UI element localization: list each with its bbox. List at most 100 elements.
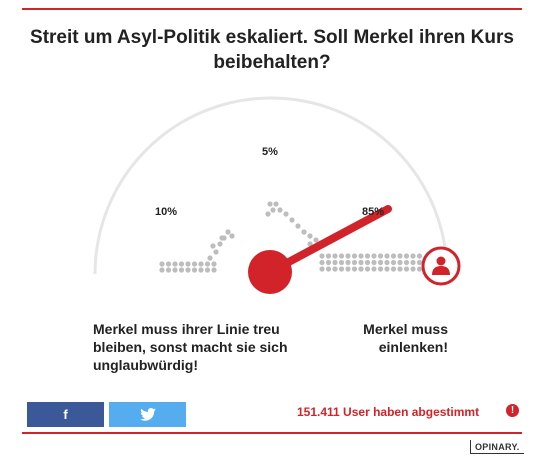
option-left-label[interactable]: Merkel muss ihrer Linie treu bleiben, so… — [93, 321, 288, 373]
vote-dot — [204, 267, 211, 273]
vote-dot — [390, 259, 397, 266]
gauge-hub[interactable] — [248, 250, 292, 294]
vote-dot — [319, 259, 325, 266]
vote-dot — [325, 259, 332, 266]
vote-dot — [210, 243, 216, 249]
info-icon[interactable]: ! — [506, 404, 519, 417]
vote-dot — [358, 266, 364, 272]
vote-dot — [211, 261, 217, 267]
vote-dot — [384, 259, 390, 266]
vote-dot — [371, 253, 377, 259]
user-icon — [432, 256, 450, 275]
vote-dot — [403, 266, 410, 272]
vote-dot — [377, 253, 384, 259]
vote-dot — [307, 241, 313, 247]
vote-count: 151.411 User haben abgestimmt — [297, 405, 480, 419]
vote-dot — [319, 253, 325, 259]
vote-dot — [332, 253, 338, 259]
result-5-label: 5% — [262, 146, 278, 158]
vote-dot — [410, 253, 416, 259]
vote-dot — [295, 223, 301, 229]
vote-dot — [332, 266, 338, 272]
vote-dot — [364, 266, 371, 272]
vote-dot — [267, 201, 273, 207]
vote-dot — [345, 266, 351, 272]
vote-dot — [390, 253, 397, 259]
vote-dot — [178, 267, 185, 273]
vote-dot — [217, 241, 223, 247]
vote-dot — [416, 259, 423, 266]
twitter-share-button[interactable] — [109, 402, 186, 427]
vote-dot — [159, 261, 165, 267]
vote-dot — [319, 266, 325, 272]
vote-dot — [185, 267, 191, 273]
vote-dot — [325, 266, 332, 272]
vote-dot — [191, 267, 198, 273]
vote-dot — [410, 266, 416, 272]
gauge-arc — [93, 96, 449, 275]
vote-dot — [307, 233, 313, 239]
opinary-logo: OPINARY. — [470, 440, 524, 454]
vote-dot — [377, 259, 384, 266]
facebook-icon: f — [63, 407, 68, 422]
vote-dot — [325, 253, 332, 259]
vote-dot — [225, 229, 231, 235]
vote-dot — [345, 259, 351, 266]
vote-dot — [416, 253, 423, 259]
vote-dot — [397, 266, 403, 272]
vote-dot — [364, 259, 371, 266]
vote-dot — [229, 233, 235, 239]
vote-dot — [377, 266, 384, 272]
vote-dot — [345, 253, 351, 259]
vote-dot — [204, 261, 211, 267]
vote-dot — [273, 201, 279, 207]
vote-dot — [351, 259, 358, 266]
vote-dot — [185, 261, 191, 267]
vote-dot — [338, 266, 345, 272]
gauge-needle[interactable] — [266, 205, 392, 276]
option-right-label[interactable]: Merkel muss einlenken! — [363, 321, 448, 355]
vote-dot — [172, 267, 178, 273]
vote-dot — [410, 259, 416, 266]
vote-dot — [351, 266, 358, 272]
vote-dot — [358, 253, 364, 259]
vote-dot — [351, 253, 358, 259]
vote-dot — [198, 261, 204, 267]
vote-dot — [211, 267, 217, 273]
vote-dot — [397, 259, 403, 266]
vote-dot — [277, 207, 283, 213]
vote-dot — [384, 266, 390, 272]
user-vote-handle[interactable] — [421, 246, 461, 286]
top-divider — [22, 8, 522, 10]
result-10-label: 10% — [155, 206, 178, 218]
vote-dot — [403, 259, 410, 266]
vote-dot — [358, 259, 364, 266]
vote-dot — [178, 261, 185, 267]
vote-dot — [191, 261, 198, 267]
vote-dot — [219, 235, 225, 241]
twitter-icon — [139, 408, 156, 421]
vote-dot — [207, 255, 213, 261]
vote-dot — [338, 259, 345, 266]
vote-dot — [332, 259, 338, 266]
vote-dot — [371, 266, 377, 272]
facebook-share-button[interactable]: f — [27, 402, 104, 427]
vote-dot — [338, 253, 345, 259]
bottom-divider — [22, 432, 522, 434]
vote-dot — [390, 266, 397, 272]
vote-dot — [364, 253, 371, 259]
vote-dot — [371, 259, 377, 266]
vote-dot — [403, 253, 410, 259]
vote-dot — [159, 267, 165, 273]
vote-dot — [397, 253, 403, 259]
vote-dot — [270, 207, 276, 213]
vote-dot — [313, 237, 319, 243]
vote-dot — [289, 217, 295, 223]
result-85-label: 85% — [362, 206, 385, 218]
vote-dot — [172, 261, 178, 267]
vote-dot — [165, 267, 172, 273]
vote-dot — [416, 266, 423, 272]
poll-question: Streit um Asyl-Politik eskaliert. Soll M… — [30, 27, 514, 73]
vote-dot-cloud — [159, 201, 423, 273]
